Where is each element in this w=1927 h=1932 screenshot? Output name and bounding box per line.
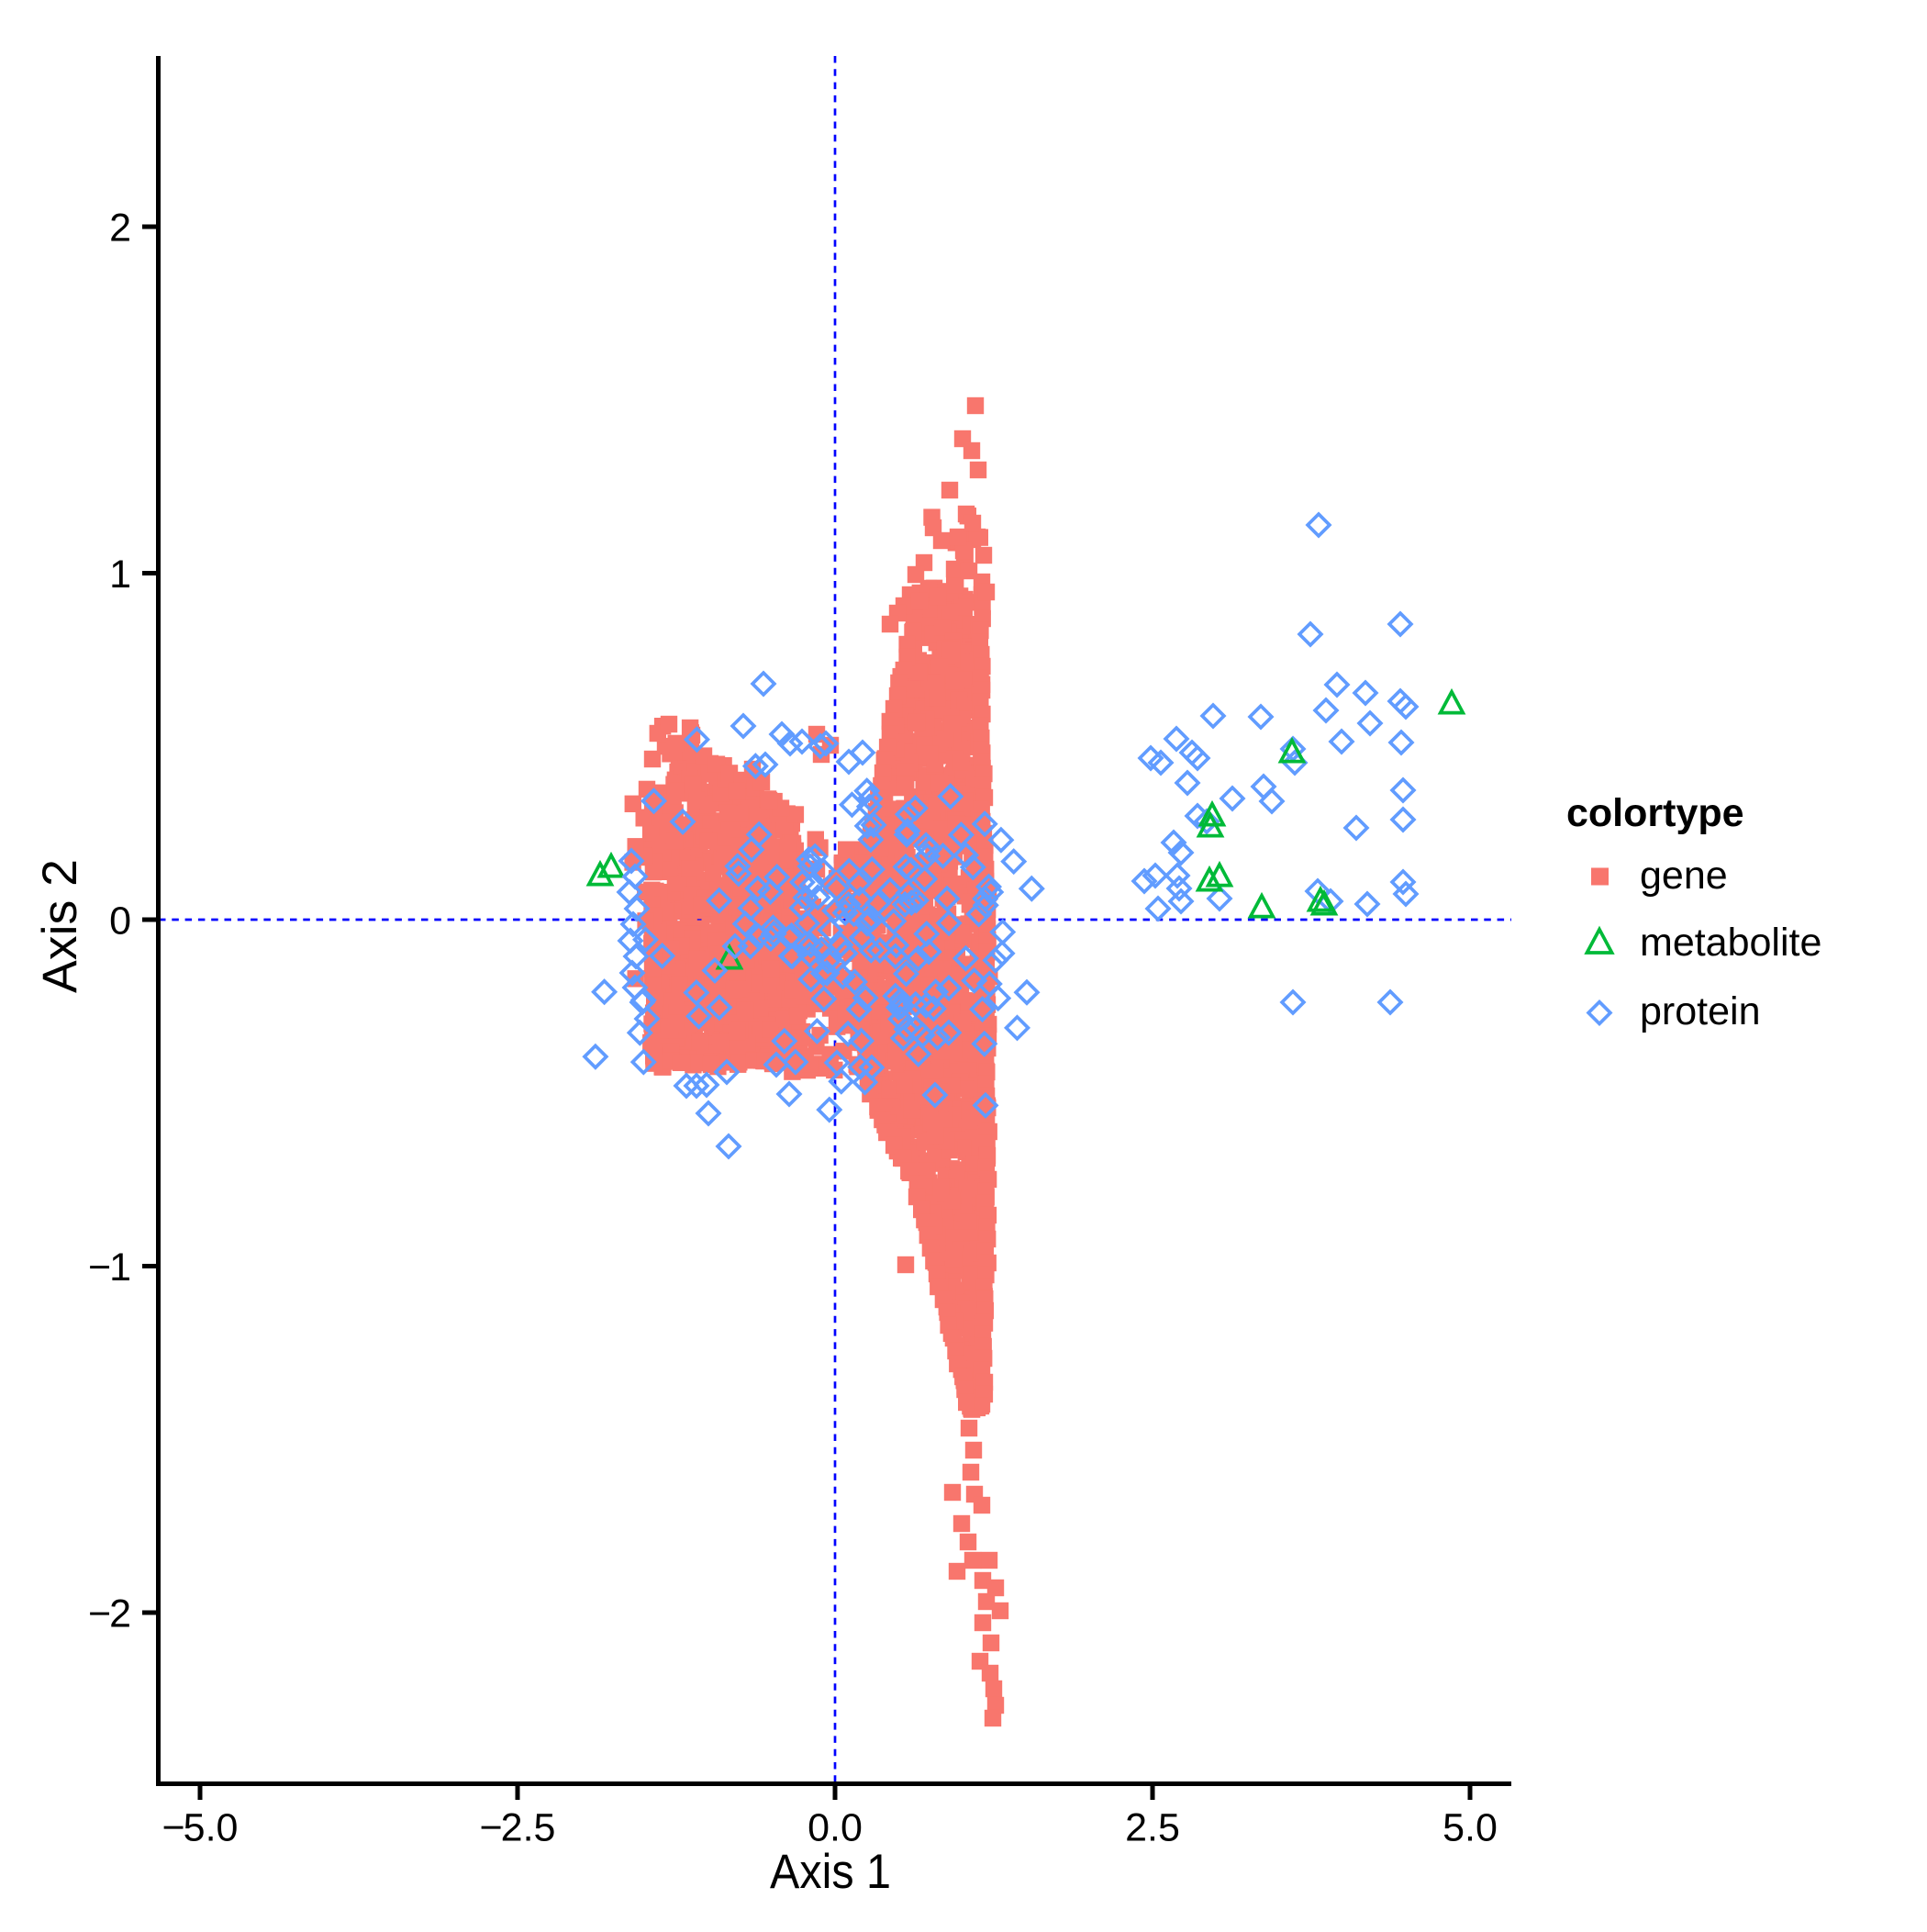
svg-text:−1: −1 (88, 1245, 131, 1290)
svg-text:−5.0: −5.0 (162, 1806, 239, 1850)
svg-text:protein: protein (1640, 989, 1760, 1033)
svg-text:0.0: 0.0 (808, 1806, 863, 1850)
svg-text:2: 2 (109, 207, 131, 251)
svg-text:Axis 1: Axis 1 (770, 1845, 891, 1899)
svg-text:metabolite: metabolite (1640, 921, 1821, 965)
svg-text:1: 1 (109, 553, 131, 597)
svg-text:−2: −2 (88, 1592, 131, 1636)
svg-text:colortype: colortype (1566, 791, 1744, 835)
svg-text:−2.5: −2.5 (480, 1806, 556, 1850)
svg-text:gene: gene (1640, 854, 1728, 898)
svg-text:5.0: 5.0 (1442, 1806, 1498, 1850)
svg-text:Axis 2: Axis 2 (33, 859, 87, 993)
svg-text:2.5: 2.5 (1125, 1806, 1180, 1850)
svg-text:0: 0 (109, 899, 131, 944)
